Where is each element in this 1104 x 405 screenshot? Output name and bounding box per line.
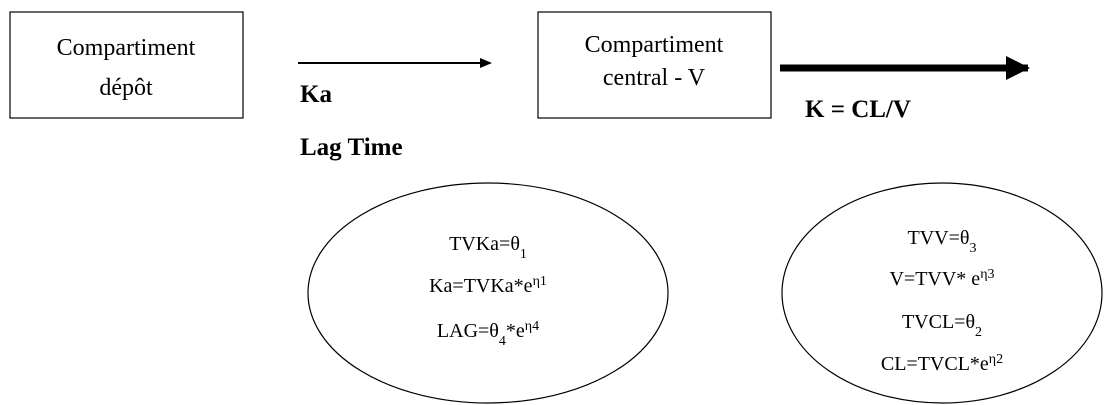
equation: V=TVV* eη3 (889, 267, 994, 291)
subscript: 4 (499, 334, 506, 349)
subscript: 3 (969, 241, 976, 256)
equation-text: TVV=θ (908, 227, 970, 249)
equation: LAG=θ4*eη4 (437, 319, 539, 349)
subscript: 1 (520, 247, 527, 262)
parameter-ellipse (781, 182, 1103, 404)
box-label: Compartiment (57, 35, 196, 61)
equation-text: TVKa=θ (449, 233, 520, 255)
arrow-label: K = CL/V (805, 96, 911, 123)
parameter-ellipse (307, 182, 669, 404)
equation-text: CL=TVCL*e (881, 353, 989, 375)
box-label: dépôt (99, 75, 153, 101)
equation-text: LAG=θ (437, 320, 499, 342)
equation: CL=TVCL*eη2 (881, 352, 1003, 376)
subscript: 2 (975, 325, 982, 340)
equation-text: *e (506, 320, 525, 342)
superscript: η1 (533, 274, 547, 289)
equation-text: V=TVV* e (889, 268, 980, 290)
box-label: central - V (603, 65, 706, 91)
equation-text: TVCL=θ (902, 311, 975, 333)
equation-text: Ka=TVKa*e (429, 275, 533, 297)
superscript: η2 (989, 352, 1003, 367)
equation: TVCL=θ2 (902, 311, 982, 340)
arrow-label: Lag Time (300, 134, 403, 161)
central-box (537, 11, 772, 119)
equation: Ka=TVKa*eη1 (429, 274, 547, 298)
equation: TVV=θ3 (908, 227, 977, 256)
equation: TVKa=θ1 (449, 233, 527, 262)
depot-box (9, 11, 244, 119)
box-label: Compartiment (585, 32, 724, 58)
arrow-label: Ka (300, 81, 332, 108)
superscript: η3 (980, 267, 994, 282)
superscript: η4 (525, 319, 539, 334)
